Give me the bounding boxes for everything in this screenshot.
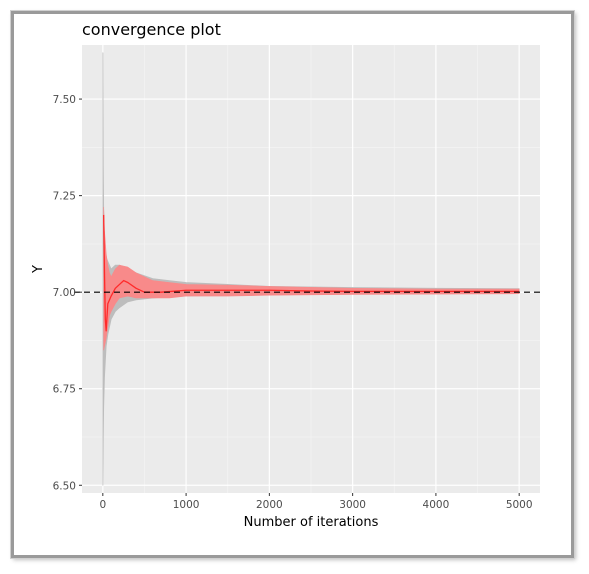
x-tick-label: 4000 <box>423 499 450 511</box>
y-tick-label: 7.00 <box>53 287 76 299</box>
x-tick-label: 0 <box>99 499 106 511</box>
minor-gridlines <box>82 45 540 493</box>
y-axis: 6.50 6.75 7.00 7.25 7.50 <box>53 94 82 492</box>
mean-line <box>103 214 520 332</box>
x-tick-label: 5000 <box>506 499 533 511</box>
y-tick-label: 7.25 <box>53 191 76 203</box>
y-axis-title: Y <box>31 265 46 274</box>
y-tick-label: 6.75 <box>53 384 76 396</box>
x-tick-label: 2000 <box>256 499 283 511</box>
y-tick-label: 7.50 <box>53 94 76 106</box>
x-tick-label: 1000 <box>173 499 200 511</box>
inner-interval-band <box>103 206 520 351</box>
x-tick-label: 3000 <box>339 499 366 511</box>
series-layer <box>102 52 520 486</box>
x-axis: 0 1000 2000 3000 4000 5000 <box>99 493 533 511</box>
x-axis-title: Number of iterations <box>244 515 379 530</box>
chart-title: convergence plot <box>82 20 221 39</box>
y-tick-label: 6.50 <box>53 480 76 492</box>
